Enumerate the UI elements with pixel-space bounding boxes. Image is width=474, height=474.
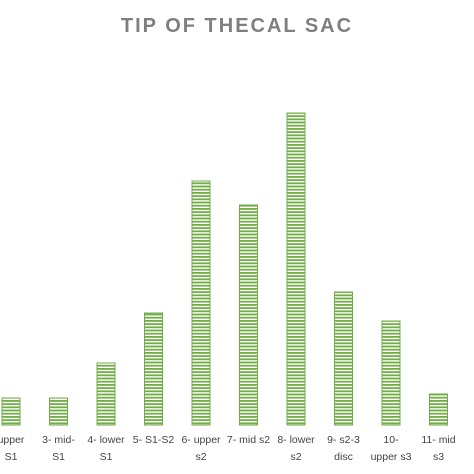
x-tick-label: 9- s2-3 disc xyxy=(327,434,360,463)
x-tick-label: 5- S1-S2 xyxy=(132,434,175,446)
bar xyxy=(96,362,116,426)
bar xyxy=(239,204,258,426)
x-tick-label: upper S1 xyxy=(0,434,25,463)
x-tick-label: 3- mid- S1 xyxy=(42,434,75,463)
bar xyxy=(49,397,68,426)
x-tick-label: 6- upper s2 xyxy=(181,434,221,463)
x-tick-label: 8- lower s2 xyxy=(277,434,315,463)
x-tick-label: 4- lower S1 xyxy=(87,434,125,463)
bar xyxy=(381,320,401,426)
bar xyxy=(191,180,211,426)
x-tick-label: 7- mid s2 xyxy=(226,434,271,446)
bar xyxy=(334,291,353,426)
bar xyxy=(286,112,306,426)
bar xyxy=(429,393,448,426)
x-tick-label: 11- mid s3 xyxy=(421,434,456,463)
chart-title: TIP OF THECAL SAC xyxy=(121,15,353,37)
x-tick-label: 10- upper s3 xyxy=(370,434,412,463)
x-tick-label: lo xyxy=(456,432,474,449)
bar xyxy=(1,397,21,426)
bar xyxy=(144,312,163,426)
